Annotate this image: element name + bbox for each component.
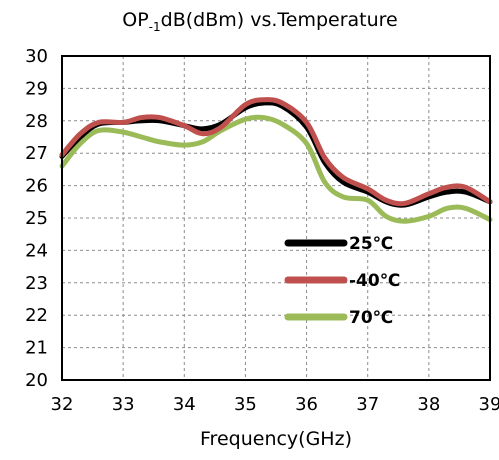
y-tick-label: 24 [25, 240, 48, 261]
x-axis-tick-labels: 32 33 34 35 36 37 38 39 [51, 394, 499, 415]
legend-label-1: -40℃ [349, 271, 400, 291]
legend: 25℃ -40℃ 70℃ [284, 234, 400, 328]
x-tick-label: 35 [234, 394, 257, 415]
x-tick-label: 38 [417, 394, 440, 415]
chart-title-prefix: OP [122, 9, 148, 31]
y-tick-label: 29 [25, 78, 48, 99]
y-tick-label: 28 [25, 111, 48, 132]
x-tick-label: 39 [479, 394, 499, 415]
series-line-2 [59, 114, 493, 224]
x-tick-label: 36 [295, 394, 318, 415]
x-axis-label: Frequency(GHz) [200, 428, 352, 450]
legend-label-0: 25℃ [349, 234, 393, 254]
y-tick-label: 22 [25, 305, 48, 326]
chart-title-suffix: dB(dBm) vs.Temperature [161, 9, 398, 31]
legend-label-2: 70℃ [349, 308, 393, 328]
plot-area-border [61, 55, 491, 381]
series-line-1 [59, 97, 493, 207]
y-tick-label: 23 [25, 273, 48, 294]
x-tick-label: 32 [51, 394, 74, 415]
series-line-0 [59, 100, 493, 208]
y-tick-label: 26 [25, 176, 48, 197]
chart-title: OP-1dB(dBm) vs.Temperature [122, 9, 398, 34]
x-tick-label: 34 [173, 394, 196, 415]
x-tick-label: 37 [356, 394, 379, 415]
y-tick-label: 21 [25, 338, 48, 359]
y-tick-label: 25 [25, 208, 48, 229]
y-tick-label: 27 [25, 143, 48, 164]
y-axis-tick-labels: 20 21 22 23 24 25 26 27 28 29 30 [25, 46, 48, 391]
chart-title-subscript: -1 [149, 20, 161, 34]
x-tick-label: 33 [112, 394, 135, 415]
y-tick-label: 20 [25, 370, 48, 391]
series-lines [59, 97, 493, 224]
y-tick-label: 30 [25, 46, 48, 67]
